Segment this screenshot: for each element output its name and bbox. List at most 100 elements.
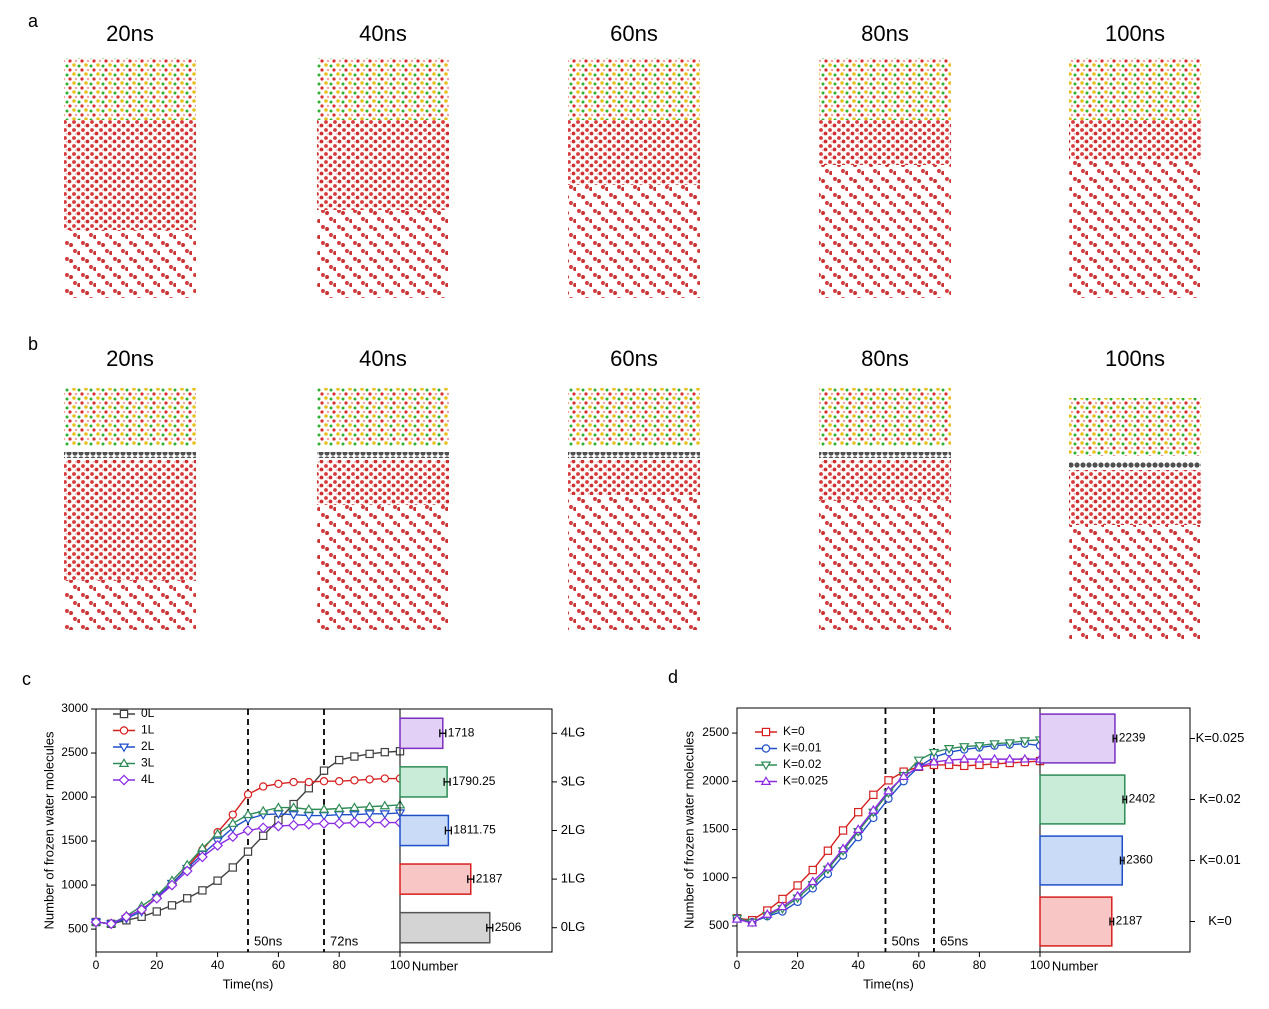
marker	[762, 909, 773, 918]
ice-lattice	[317, 505, 449, 630]
marker	[227, 818, 239, 827]
bar	[399, 863, 472, 895]
error-bar	[444, 826, 453, 835]
lipid-layer	[1069, 398, 1201, 456]
x-tick-label: 40	[211, 958, 225, 972]
marker	[731, 913, 743, 923]
annotation: 50ns	[254, 933, 283, 948]
y-tick-label: 2000	[702, 773, 729, 787]
marker	[228, 810, 237, 819]
graphene-layer	[317, 452, 449, 458]
marker	[243, 847, 253, 856]
inset-x-label: Number	[1052, 958, 1099, 973]
legend-marker	[119, 709, 129, 719]
x-tick-label: 40	[852, 958, 866, 972]
marker	[898, 771, 909, 780]
legend-label: K=0.01	[783, 741, 822, 755]
marker	[822, 861, 834, 871]
liquid-water	[317, 460, 449, 505]
marker	[838, 826, 848, 835]
x-tick-label: 80	[333, 958, 347, 972]
marker	[212, 840, 224, 851]
marker	[379, 800, 391, 810]
snapshot-time: 80ns	[861, 21, 909, 46]
inset-x-label: Number	[412, 958, 459, 973]
x-tick-label: 60	[912, 958, 926, 972]
marker	[196, 851, 208, 863]
marker	[183, 894, 192, 903]
marker	[350, 752, 359, 761]
marker	[289, 777, 298, 787]
marker	[350, 776, 359, 785]
snapshot-time: 100ns	[1105, 346, 1165, 371]
marker	[335, 776, 344, 786]
category-label: 3LG	[561, 773, 586, 788]
error-bar	[439, 729, 447, 738]
x-axis-label: Time(ns)	[863, 976, 914, 991]
marker	[868, 804, 879, 814]
marker	[884, 776, 893, 785]
legend-label: 2L	[141, 739, 155, 753]
marker	[793, 881, 802, 890]
marker	[333, 803, 345, 812]
marker	[259, 782, 268, 791]
marker	[212, 828, 223, 838]
bar-value-label: 1718	[448, 725, 475, 739]
marker	[105, 918, 117, 930]
snapshot-time: 60ns	[610, 21, 658, 46]
error-bar	[486, 923, 494, 932]
snapshot-time: 20ns	[106, 346, 154, 371]
lipid-layer	[64, 58, 196, 120]
liquid-water	[568, 120, 700, 185]
graphene-layer	[568, 452, 700, 458]
lipid-layer	[1069, 58, 1201, 120]
liquid-water	[64, 120, 196, 230]
y-tick-label: 1000	[702, 870, 729, 884]
y-tick-label: 2500	[61, 745, 88, 759]
graphene-layer	[64, 452, 196, 458]
inset-frame	[1039, 707, 1191, 953]
marker	[120, 911, 132, 923]
error-bar	[467, 875, 475, 884]
category-label: 0LG	[561, 919, 586, 934]
ice-lattice	[819, 165, 951, 298]
category-label: K=0.02	[1199, 791, 1241, 806]
x-tick-label: 100	[390, 958, 410, 972]
marker	[273, 802, 284, 812]
legend-label: 0L	[141, 706, 155, 720]
category-label: 1LG	[561, 871, 586, 886]
y-tick-label: 1500	[702, 822, 729, 836]
marker	[837, 843, 849, 853]
line-chart: 500 1000 1500 2000 2500 3000 0 20 40 60 80 100 Time(…	[41, 701, 585, 991]
y-tick-label: 2500	[702, 725, 729, 739]
marker	[257, 822, 269, 834]
legend-label: K=0	[783, 724, 805, 738]
liquid-water	[1069, 120, 1201, 160]
marker	[746, 917, 758, 927]
category-label: K=0.025	[1196, 730, 1245, 745]
liquid-water	[64, 460, 196, 580]
error-bar	[443, 777, 451, 786]
bar	[1039, 835, 1124, 886]
ice-lattice	[568, 495, 700, 630]
x-axis-label: Time(ns)	[223, 976, 274, 991]
ice-lattice	[568, 185, 700, 298]
liquid-water	[1069, 470, 1201, 525]
marker	[823, 846, 833, 855]
marker	[808, 865, 817, 875]
marker	[242, 825, 254, 836]
x-tick-label: 80	[973, 958, 987, 972]
marker	[1004, 739, 1015, 749]
marker	[379, 817, 391, 829]
liquid-water	[317, 120, 449, 210]
line-chart: 500 1000 1500 2000 2500 0 20 40 60 80 100 Time(ns) N…	[681, 707, 1245, 991]
marker	[883, 785, 894, 795]
marker	[807, 876, 819, 886]
marker	[958, 753, 970, 763]
lipid-layer	[568, 58, 700, 120]
marker	[379, 810, 391, 820]
marker	[989, 740, 1000, 750]
legend-marker	[119, 726, 129, 735]
marker	[928, 756, 940, 766]
x-tick-label: 20	[791, 958, 805, 972]
